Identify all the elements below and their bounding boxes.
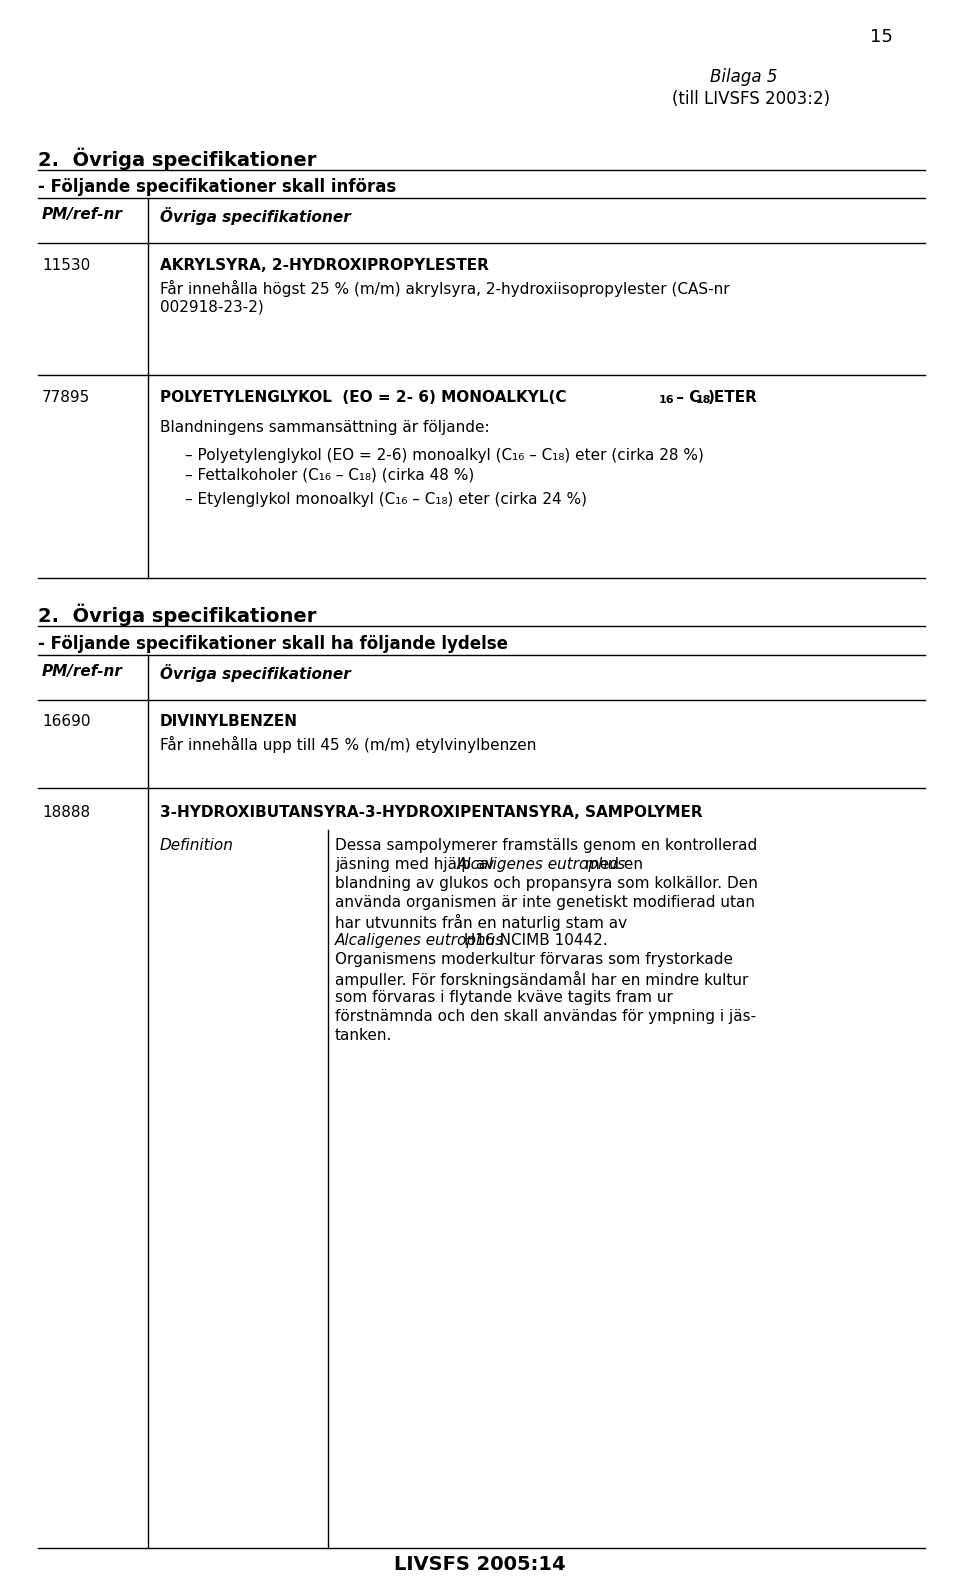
Text: POLYETYLENGLYKOL  (EO = 2- 6) MONOALKYL(C: POLYETYLENGLYKOL (EO = 2- 6) MONOALKYL(C bbox=[160, 389, 566, 405]
Text: Alcaligenes eutrophus: Alcaligenes eutrophus bbox=[335, 933, 504, 949]
Text: – Etylenglykol monoalkyl (C₁₆ – C₁₈) eter (cirka 24 %): – Etylenglykol monoalkyl (C₁₆ – C₁₈) ete… bbox=[185, 493, 587, 507]
Text: – C: – C bbox=[671, 389, 701, 405]
Text: Bilaga 5: Bilaga 5 bbox=[710, 68, 778, 86]
Text: (till LIVSFS 2003:2): (till LIVSFS 2003:2) bbox=[672, 91, 830, 108]
Text: använda organismen är inte genetiskt modifierad utan: använda organismen är inte genetiskt mod… bbox=[335, 895, 755, 910]
Text: har utvunnits från en naturlig stam av: har utvunnits från en naturlig stam av bbox=[335, 914, 627, 931]
Text: 18: 18 bbox=[696, 396, 711, 405]
Text: Får innehålla upp till 45 % (m/m) etylvinylbenzen: Får innehålla upp till 45 % (m/m) etylvi… bbox=[160, 736, 537, 753]
Text: – Fettalkoholer (C₁₆ – C₁₈) (cirka 48 %): – Fettalkoholer (C₁₆ – C₁₈) (cirka 48 %) bbox=[185, 469, 474, 483]
Text: 18888: 18888 bbox=[42, 806, 90, 820]
Text: 11530: 11530 bbox=[42, 257, 90, 273]
Text: H16 NCIMB 10442.: H16 NCIMB 10442. bbox=[459, 933, 608, 949]
Text: Övriga specifikationer: Övriga specifikationer bbox=[160, 664, 350, 682]
Text: 15: 15 bbox=[870, 29, 893, 46]
Text: förstnämnda och den skall användas för ympning i jäs-: förstnämnda och den skall användas för y… bbox=[335, 1009, 756, 1023]
Text: 3-HYDROXIBUTANSYRA-3-HYDROXIPENTANSYRA, SAMPOLYMER: 3-HYDROXIBUTANSYRA-3-HYDROXIPENTANSYRA, … bbox=[160, 806, 703, 820]
Text: ampuller. För forskningsändamål har en mindre kultur: ampuller. För forskningsändamål har en m… bbox=[335, 971, 749, 988]
Text: Får innehålla högst 25 % (m/m) akrylsyra, 2-hydroxiisopropylester (CAS-nr: Får innehålla högst 25 % (m/m) akrylsyra… bbox=[160, 280, 730, 297]
Text: 16: 16 bbox=[659, 396, 675, 405]
Text: - Följande specifikationer skall införas: - Följande specifikationer skall införas bbox=[38, 178, 396, 195]
Text: AKRYLSYRA, 2-HYDROXIPROPYLESTER: AKRYLSYRA, 2-HYDROXIPROPYLESTER bbox=[160, 257, 489, 273]
Text: med en: med en bbox=[580, 856, 643, 872]
Text: tanken.: tanken. bbox=[335, 1028, 393, 1042]
Text: Organismens moderkultur förvaras som frystorkade: Organismens moderkultur förvaras som fry… bbox=[335, 952, 733, 968]
Text: PM/ref-nr: PM/ref-nr bbox=[42, 664, 123, 679]
Text: 002918-23-2): 002918-23-2) bbox=[160, 299, 264, 315]
Text: som förvaras i flytande kväve tagits fram ur: som förvaras i flytande kväve tagits fra… bbox=[335, 990, 673, 1004]
Text: blandning av glukos och propansyra som kolkällor. Den: blandning av glukos och propansyra som k… bbox=[335, 876, 757, 891]
Text: )ETER: )ETER bbox=[708, 389, 757, 405]
Text: Övriga specifikationer: Övriga specifikationer bbox=[160, 207, 350, 226]
Text: Blandningens sammansättning är följande:: Blandningens sammansättning är följande: bbox=[160, 419, 490, 435]
Text: PM/ref-nr: PM/ref-nr bbox=[42, 207, 123, 222]
Text: Definition: Definition bbox=[160, 837, 234, 853]
Text: DIVINYLBENZEN: DIVINYLBENZEN bbox=[160, 713, 298, 729]
Text: 2.  Övriga specifikationer: 2. Övriga specifikationer bbox=[38, 148, 317, 170]
Text: 77895: 77895 bbox=[42, 389, 90, 405]
Text: - Följande specifikationer skall ha följande lydelse: - Följande specifikationer skall ha följ… bbox=[38, 636, 508, 653]
Text: LIVSFS 2005:14: LIVSFS 2005:14 bbox=[395, 1556, 565, 1575]
Text: Alcaligenes eutrophus: Alcaligenes eutrophus bbox=[457, 856, 626, 872]
Text: 16690: 16690 bbox=[42, 713, 90, 729]
Text: – Polyetylenglykol (EO = 2-6) monoalkyl (C₁₆ – C₁₈) eter (cirka 28 %): – Polyetylenglykol (EO = 2-6) monoalkyl … bbox=[185, 448, 704, 462]
Text: jäsning med hjälp av: jäsning med hjälp av bbox=[335, 856, 499, 872]
Text: Dessa sampolymerer framställs genom en kontrollerad: Dessa sampolymerer framställs genom en k… bbox=[335, 837, 757, 853]
Text: 2.  Övriga specifikationer: 2. Övriga specifikationer bbox=[38, 604, 317, 626]
